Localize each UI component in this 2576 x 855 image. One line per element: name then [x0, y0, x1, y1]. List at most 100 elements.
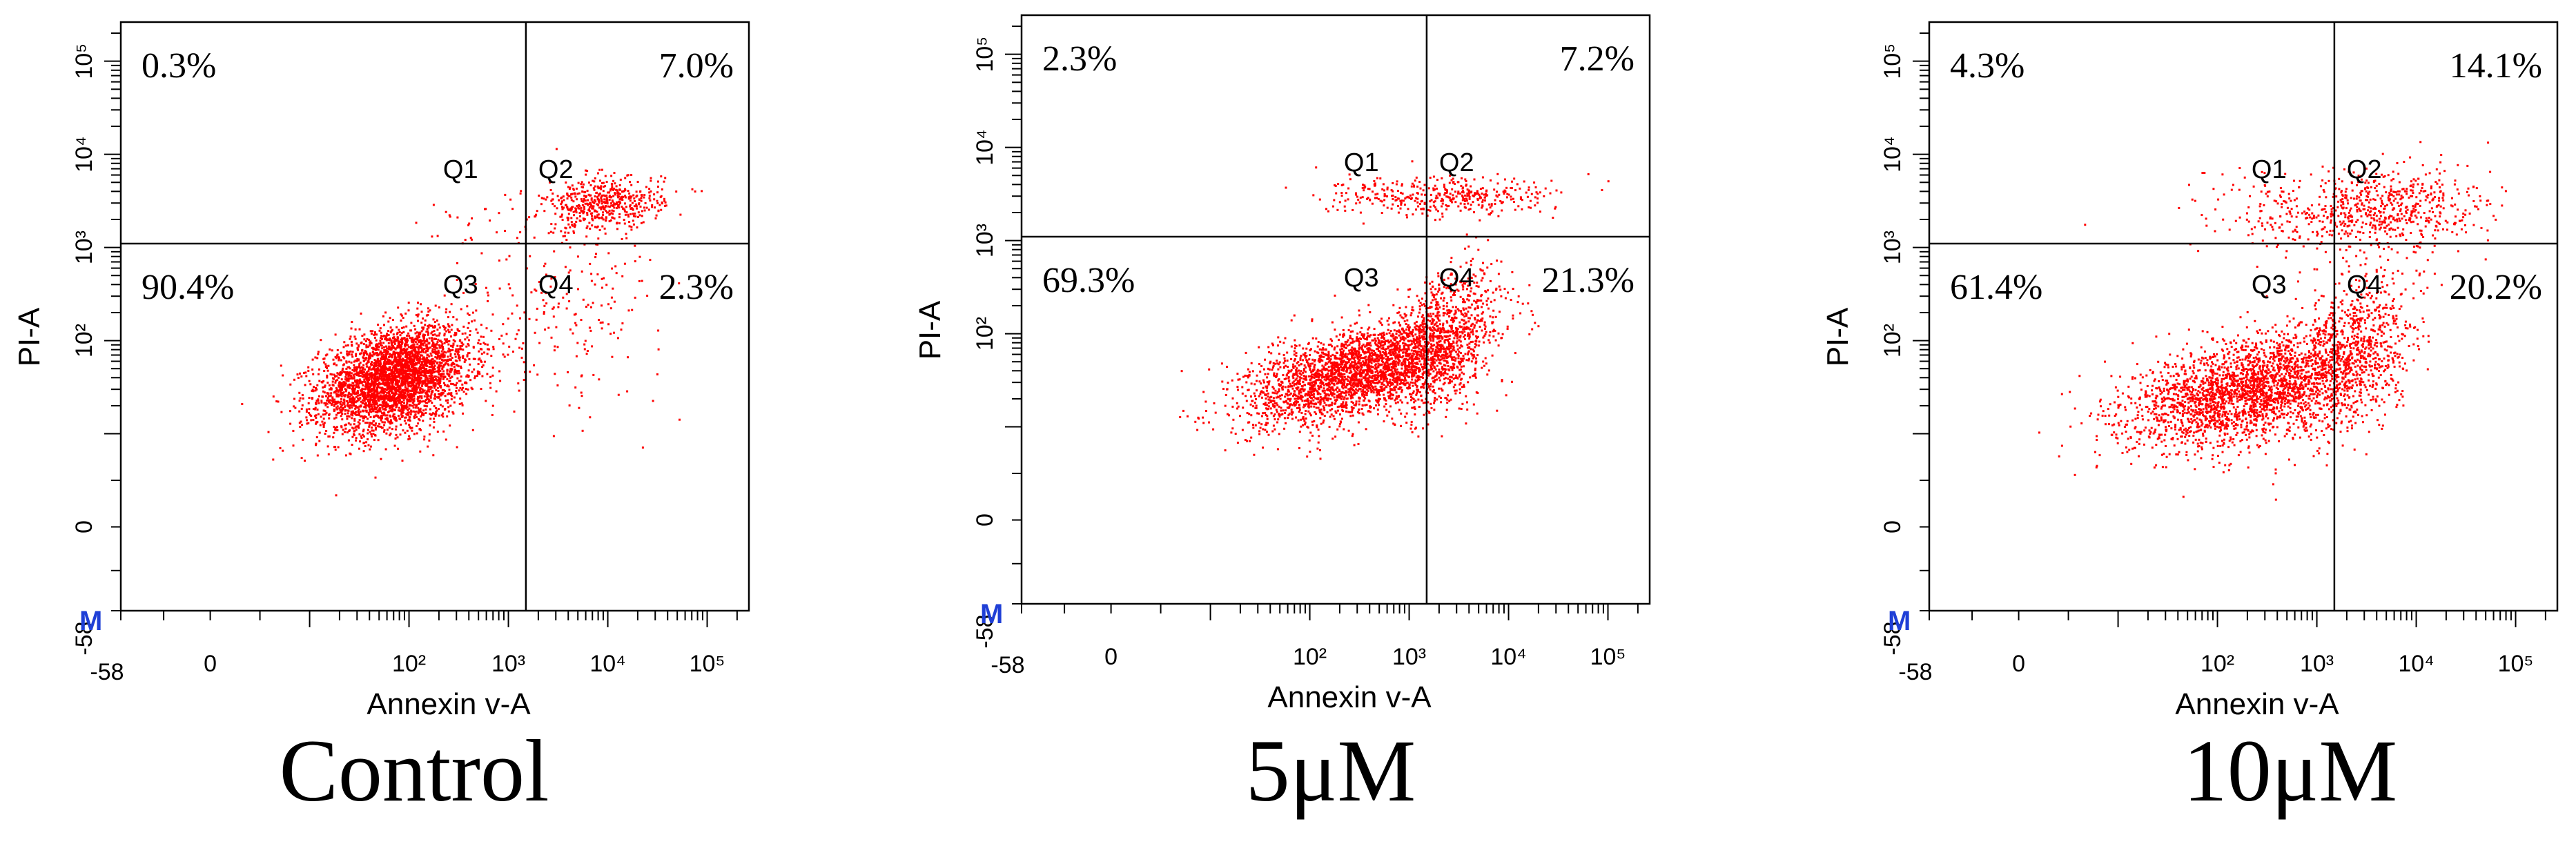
- event-dot: [426, 354, 429, 357]
- event-dot: [426, 393, 429, 396]
- event-dot: [345, 380, 348, 382]
- event-dot: [456, 360, 458, 362]
- event-dot: [352, 410, 355, 413]
- event-dot: [638, 255, 641, 258]
- event-dot: [353, 391, 356, 394]
- event-dot: [343, 403, 346, 406]
- event-dot: [456, 328, 459, 331]
- event-dot: [404, 359, 407, 362]
- event-dot: [631, 202, 634, 204]
- event-dot: [550, 199, 553, 202]
- event-dot: [356, 380, 359, 383]
- event-dot: [333, 373, 335, 376]
- event-dot: [358, 364, 361, 367]
- event-dot: [389, 419, 392, 422]
- event-dot: [367, 380, 369, 383]
- event-dot: [292, 444, 295, 447]
- event-dot: [347, 373, 349, 375]
- event-dot: [401, 326, 404, 329]
- event-dot: [375, 346, 378, 348]
- event-dot: [447, 323, 449, 326]
- event-dot: [374, 371, 377, 374]
- event-dot: [349, 337, 351, 340]
- event-dot: [346, 377, 349, 380]
- event-dot: [609, 188, 612, 190]
- event-dot: [369, 409, 371, 411]
- event-dot: [482, 335, 485, 338]
- event-dot: [420, 351, 422, 354]
- event-dot: [391, 362, 394, 364]
- event-dot: [629, 204, 632, 206]
- event-dot: [277, 400, 280, 403]
- event-dot: [421, 380, 424, 383]
- event-dot: [340, 411, 343, 413]
- event-dot: [388, 410, 391, 413]
- event-dot: [353, 387, 356, 390]
- event-dot: [323, 422, 326, 424]
- event-dot: [358, 382, 361, 384]
- event-dot: [448, 325, 451, 328]
- event-dot: [479, 342, 482, 345]
- event-dot: [648, 191, 651, 194]
- event-dot: [369, 394, 372, 397]
- event-dot: [396, 333, 398, 335]
- event-dot: [511, 294, 514, 297]
- event-dot: [454, 331, 456, 334]
- event-dot: [595, 192, 598, 195]
- event-dot: [439, 362, 442, 365]
- event-dot: [491, 366, 494, 369]
- event-dot: [422, 366, 425, 368]
- event-dot: [380, 375, 382, 377]
- event-dot: [385, 360, 388, 363]
- event-dot: [371, 429, 373, 432]
- event-dot: [1403, 359, 1405, 362]
- event-dot: [443, 334, 446, 337]
- event-dot: [1410, 366, 1413, 369]
- event-dot: [400, 342, 403, 345]
- event-dot: [426, 357, 429, 360]
- event-dot: [351, 397, 353, 400]
- event-dot: [484, 208, 486, 210]
- event-dot: [477, 363, 480, 366]
- event-dot: [364, 349, 367, 352]
- event-dot: [400, 368, 403, 371]
- event-dot: [467, 352, 469, 355]
- event-dot: [424, 400, 427, 403]
- event-dot: [359, 415, 362, 417]
- event-dot: [370, 411, 373, 413]
- event-dot: [315, 388, 318, 391]
- event-dot: [396, 397, 398, 400]
- event-dot: [404, 382, 407, 384]
- event-dot: [304, 371, 307, 374]
- event-dot: [398, 380, 400, 383]
- event-dot: [691, 188, 694, 190]
- event-dot: [380, 335, 383, 337]
- event-dot: [608, 206, 611, 208]
- event-dot: [449, 370, 451, 373]
- event-dot: [367, 338, 370, 341]
- event-dot: [467, 342, 469, 345]
- event-dot: [407, 339, 409, 342]
- event-dot: [596, 226, 598, 229]
- event-dot: [322, 386, 324, 389]
- event-dot: [380, 397, 383, 400]
- event-dot: [483, 351, 486, 354]
- event-dot: [566, 194, 569, 197]
- event-dot: [1272, 362, 1275, 364]
- event-dot: [605, 210, 607, 213]
- event-dot: [367, 438, 369, 441]
- event-dot: [396, 371, 398, 374]
- event-dot: [374, 476, 377, 479]
- event-dot: [583, 210, 585, 213]
- event-dot: [413, 380, 416, 382]
- event-dot: [1384, 348, 1387, 351]
- event-dot: [439, 380, 442, 382]
- event-dot: [596, 243, 599, 246]
- event-dot: [413, 393, 416, 395]
- event-dot: [391, 380, 393, 382]
- event-dot: [448, 375, 451, 377]
- event-dot: [338, 356, 340, 359]
- event-dot: [405, 325, 408, 328]
- event-dot: [456, 364, 458, 366]
